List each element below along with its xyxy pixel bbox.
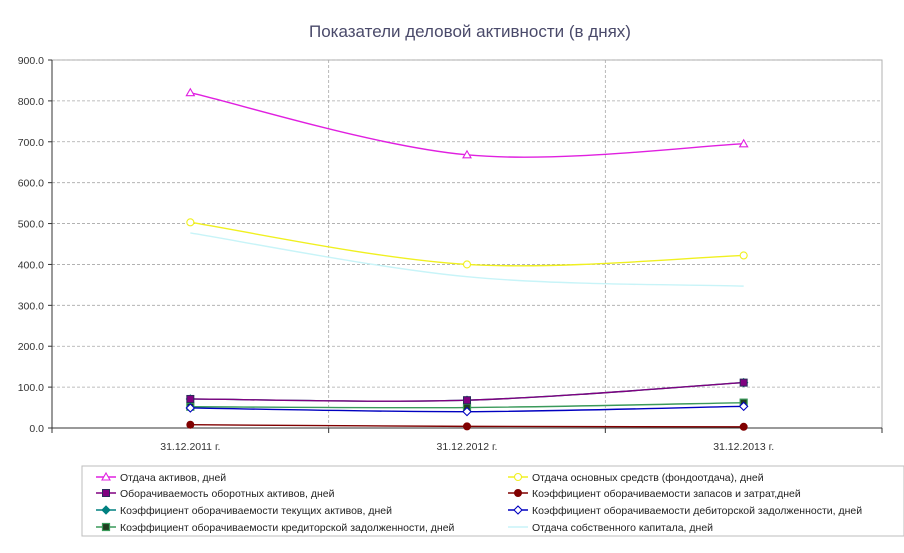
x-tick-label: 31.12.2013 г. [713,441,774,453]
y-tick-label: 400.0 [18,259,44,271]
y-tick-label: 200.0 [18,341,44,353]
legend-item: Отдача собственного капитала, дней [508,522,713,534]
series-line [185,87,749,159]
x-tick-label: 31.12.2012 г. [437,441,498,453]
x-axis: 31.12.2011 г. 31.12.2012 г. 31.12.2013 г. [160,441,774,453]
legend-item: Коэффициент оборачиваемости дебиторской … [508,505,862,517]
y-tick-label: 900.0 [18,55,44,67]
y-tick-label: 600.0 [18,178,44,190]
legend: Отдача активов, дней Отдача основных сред… [96,471,862,534]
x-tick-label: 31.12.2011 г. [160,441,220,453]
data-point [186,420,195,429]
data-point [513,505,523,515]
legend-label: Отдача активов, дней [120,472,226,484]
data-point [739,422,748,431]
data-point [513,472,523,482]
data-point [101,471,111,481]
series-line [190,232,744,287]
y-tick-label: 800.0 [18,96,44,108]
y-tick-label: 700.0 [18,137,44,149]
y-tick-label: 300.0 [18,300,44,312]
y-tick-label: 100.0 [18,382,44,394]
data-point [462,260,472,269]
data-point [101,522,111,532]
chart-title: Показатели деловой активности (в днях) [309,22,631,41]
y-axis: 0.0 100.0 200.0 300.0 400.0 500.0 600.0 700.0 80… [18,55,52,435]
data-point [463,396,471,405]
data-point [738,138,749,148]
series-path [190,221,744,267]
series-line [186,218,748,269]
legend-item: Коэффициент оборачиваемости текущих акти… [96,505,392,517]
plot-area [51,59,883,429]
y-tick-label: 500.0 [18,219,44,231]
data-point [101,505,111,515]
series-line [186,420,748,431]
data-point [738,401,749,412]
legend-item: Отдача активов, дней [96,471,226,484]
series-line [185,401,749,417]
series-path [190,92,744,158]
data-point [514,489,522,497]
legend-label: Отдача собственного капитала, дней [532,522,713,534]
data-point [462,149,472,159]
data-point [185,87,196,97]
data-point [462,406,472,417]
grid [51,59,883,433]
data-point [102,489,110,497]
data-point [463,422,471,431]
legend-label: Коэффициент оборачиваемости дебиторской … [532,505,862,517]
data-point [185,403,196,413]
y-tick-label: 0.0 [29,423,44,435]
data-point [739,251,748,260]
data-point [186,394,195,403]
legend-item: Коэффициент оборачиваемости кредиторской… [96,522,455,534]
data-point [739,378,748,387]
legend-label: Оборачиваемость оборотных активов, дней [120,488,335,500]
legend-item: Коэффициент оборачиваемости запасов и за… [508,488,801,500]
data-point [186,218,195,227]
legend-label: Отдача основных средств (фондоотдача), д… [532,472,764,484]
legend-label: Коэффициент оборачиваемости запасов и за… [532,488,801,500]
legend-item: Оборачиваемость оборотных активов, дней [96,488,335,500]
legend-box [81,465,904,537]
legend-item: Отдача основных средств (фондоотдача), д… [508,472,764,484]
series-group [185,87,749,431]
legend-label: Коэффициент оборачиваемости текущих акти… [120,505,392,517]
series-path [190,232,744,287]
legend-label: Коэффициент оборачиваемости кредиторской… [120,522,455,534]
series-line [186,378,748,405]
